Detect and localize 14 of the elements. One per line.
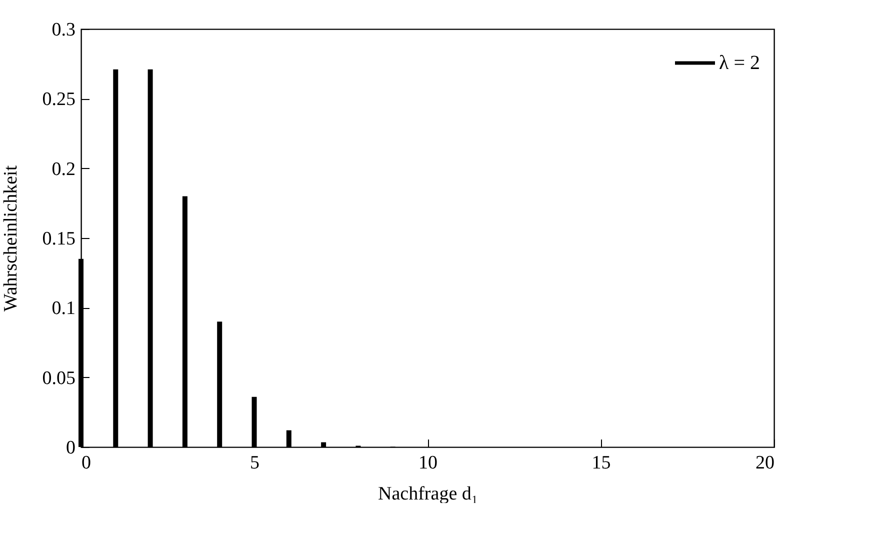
y-tick-label: 0.2 bbox=[52, 158, 76, 180]
x-tick-label: 20 bbox=[756, 452, 774, 474]
x-tick-label: 5 bbox=[250, 452, 260, 474]
x-tick-label: 0 bbox=[82, 452, 91, 474]
y-tick-label: 0.05 bbox=[42, 368, 76, 389]
y-tick-label: 0.3 bbox=[52, 20, 76, 40]
y-tick-label: 0.15 bbox=[42, 228, 76, 250]
y-axis-title: Wahrscheinlichkeit bbox=[0, 164, 22, 312]
y-tick-label: 0 bbox=[66, 438, 76, 458]
y-tick-label: 0.1 bbox=[52, 298, 76, 320]
legend-label: λ = 2 bbox=[719, 52, 760, 74]
x-tick-label: 15 bbox=[592, 452, 611, 474]
y-tick-label: 0.25 bbox=[42, 89, 76, 110]
x-tick-label: 10 bbox=[418, 452, 438, 474]
